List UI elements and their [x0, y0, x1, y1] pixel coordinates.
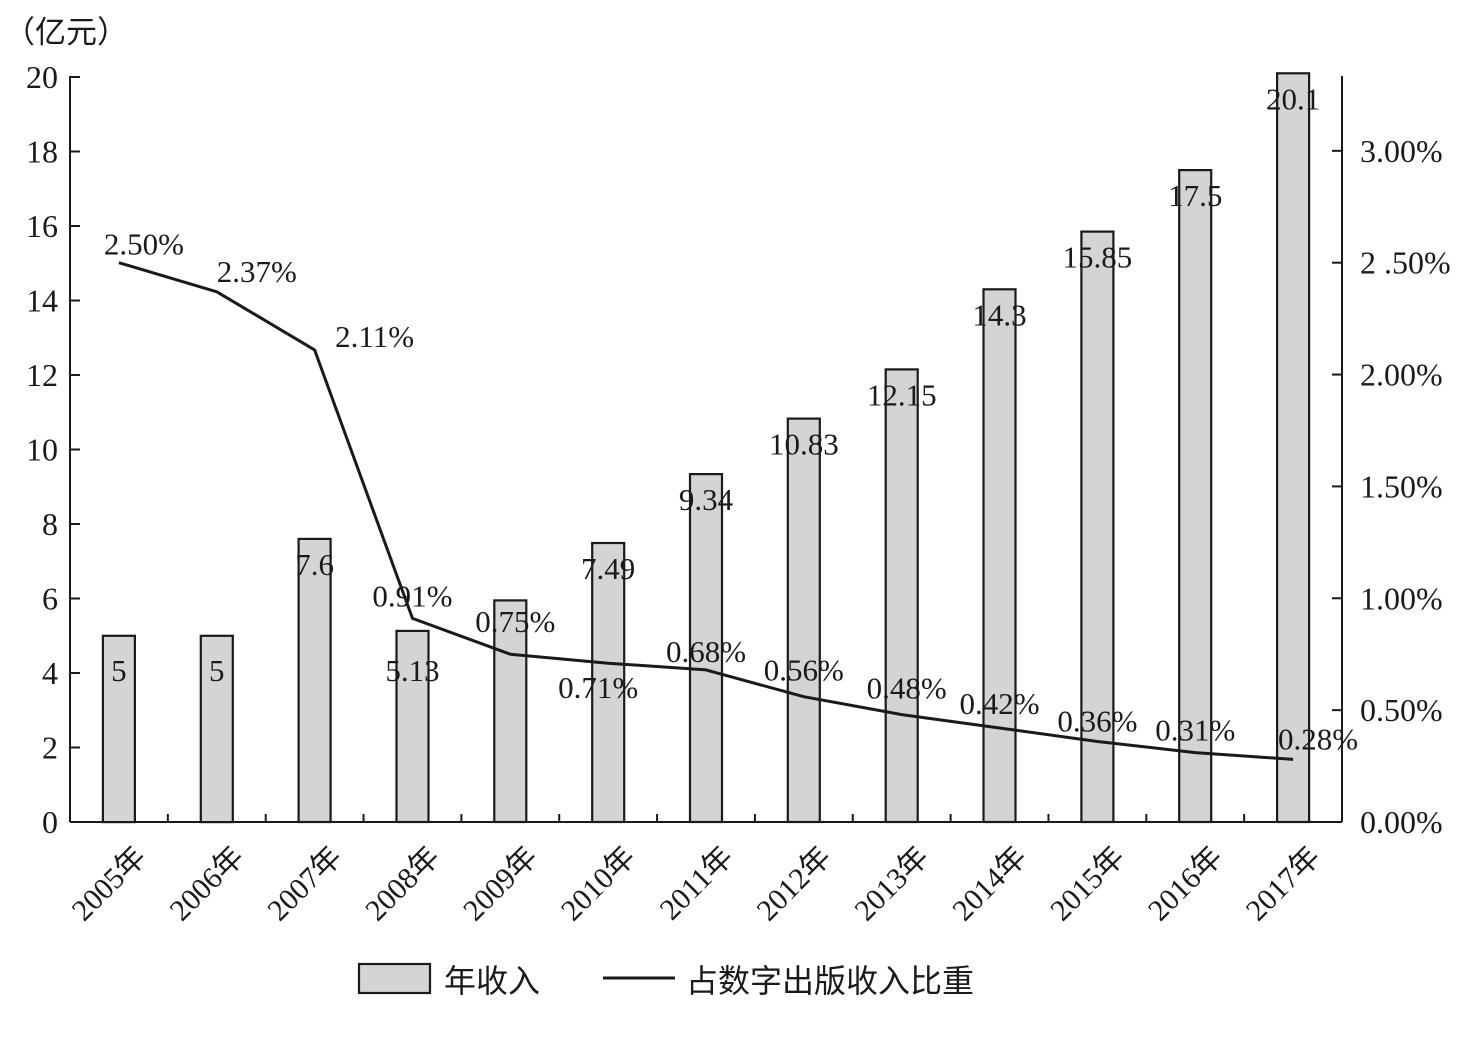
left-tick-label-10: 20 — [26, 59, 58, 95]
category-label-12: 2017年 — [1240, 840, 1327, 927]
right-tick-label-0: 0.00% — [1360, 804, 1443, 840]
line-value-label-5: 0.71% — [558, 670, 638, 705]
line-value-label-6: 0.68% — [666, 634, 746, 669]
left-tick-label-9: 18 — [26, 134, 58, 170]
category-label-2: 2007年 — [261, 840, 348, 927]
category-label-6: 2011年 — [653, 840, 739, 926]
line-value-label-12: 0.28% — [1278, 721, 1358, 756]
axes-layer: 0 2 4 6 8 10 12 14 16 18 20 0.00% 0.50% 1.00% 1.50% 2.0… — [26, 59, 1451, 927]
category-label-3: 2008年 — [359, 840, 446, 927]
category-label-7: 2012年 — [751, 840, 838, 927]
bar-7 — [786, 417, 821, 824]
line-value-label-2: 2.11% — [335, 319, 414, 354]
line-layer — [118, 261, 1294, 761]
bar-value-label-2: 7.6 — [295, 547, 334, 582]
bar-value-label-11: 17.5 — [1168, 178, 1222, 213]
y-unit-label: （亿元） — [4, 15, 128, 50]
right-tick-label-1: 0.50% — [1360, 692, 1443, 728]
category-label-9: 2014年 — [946, 840, 1033, 927]
right-tick-label-6: 3.00% — [1360, 133, 1443, 169]
legend-swatch-bar — [357, 962, 432, 995]
left-tick-label-6: 12 — [26, 357, 58, 393]
bar-11 — [1178, 169, 1213, 824]
bar-value-label-12: 20.1 — [1266, 81, 1320, 116]
right-tick-label-3: 1.50% — [1360, 468, 1443, 504]
bar-9 — [982, 288, 1017, 824]
left-tick-label-5: 10 — [26, 432, 58, 468]
bar-3 — [395, 629, 430, 824]
left-tick-label-2: 4 — [42, 655, 58, 691]
bar-5 — [591, 541, 626, 824]
share-line — [118, 261, 1294, 761]
bar-value-label-10: 15.85 — [1063, 240, 1133, 275]
category-label-11: 2016年 — [1142, 840, 1229, 927]
legend-label-bar: 年收入 — [444, 962, 540, 1000]
line-value-label-4: 0.75% — [475, 604, 555, 639]
bar-value-label-8: 12.15 — [867, 377, 937, 412]
category-label-0: 2005年 — [66, 840, 153, 927]
bar-value-label-7: 10.83 — [769, 427, 839, 462]
category-label-8: 2013年 — [848, 840, 935, 927]
bar-12 — [1275, 72, 1311, 824]
right-tick-label-2: 1.00% — [1360, 580, 1443, 616]
category-label-5: 2010年 — [555, 840, 642, 927]
bar-value-label-6: 9.34 — [679, 482, 734, 517]
bars-layer — [101, 72, 1311, 824]
left-tick-label-4: 8 — [42, 506, 58, 542]
category-label-10: 2015年 — [1044, 840, 1131, 927]
right-tick-label-5: 2 .50% — [1360, 245, 1451, 281]
bar-value-label-3: 5.13 — [385, 653, 439, 688]
bar-value-label-0: 5 — [111, 653, 127, 688]
left-tick-label-8: 16 — [26, 208, 58, 244]
left-tick-label-0: 0 — [42, 804, 58, 840]
line-value-label-10: 0.36% — [1057, 703, 1137, 738]
line-value-label-8: 0.48% — [867, 671, 947, 706]
bar-8 — [884, 368, 919, 824]
left-tick-label-3: 6 — [42, 581, 58, 617]
left-tick-label-7: 14 — [26, 283, 58, 319]
right-tick-label-4: 2.00% — [1360, 357, 1443, 393]
category-label-1: 2006年 — [163, 840, 250, 927]
line-value-label-3: 0.91% — [372, 578, 452, 613]
bar-value-label-9: 14.3 — [972, 297, 1026, 332]
category-label-4: 2009年 — [457, 840, 544, 927]
line-value-label-0: 2.50% — [104, 227, 184, 262]
line-value-label-11: 0.31% — [1155, 713, 1235, 748]
line-value-label-9: 0.42% — [959, 686, 1039, 721]
line-value-label-1: 2.37% — [217, 254, 297, 289]
left-tick-label-1: 2 — [42, 730, 58, 766]
legend-label-line: 占数字出版收入比重 — [686, 962, 974, 1000]
labels-layer: 5 5 7.6 5.13 7.49 9.34 10.83 12.15 14.3 15.85 17.5… — [104, 81, 1358, 756]
bar-10 — [1080, 230, 1115, 824]
line-value-label-7: 0.56% — [764, 653, 844, 688]
bar-value-label-5: 7.49 — [581, 551, 635, 586]
bar-value-label-1: 5 — [209, 653, 225, 688]
legend: 年收入 占数字出版收入比重 — [357, 962, 974, 1000]
